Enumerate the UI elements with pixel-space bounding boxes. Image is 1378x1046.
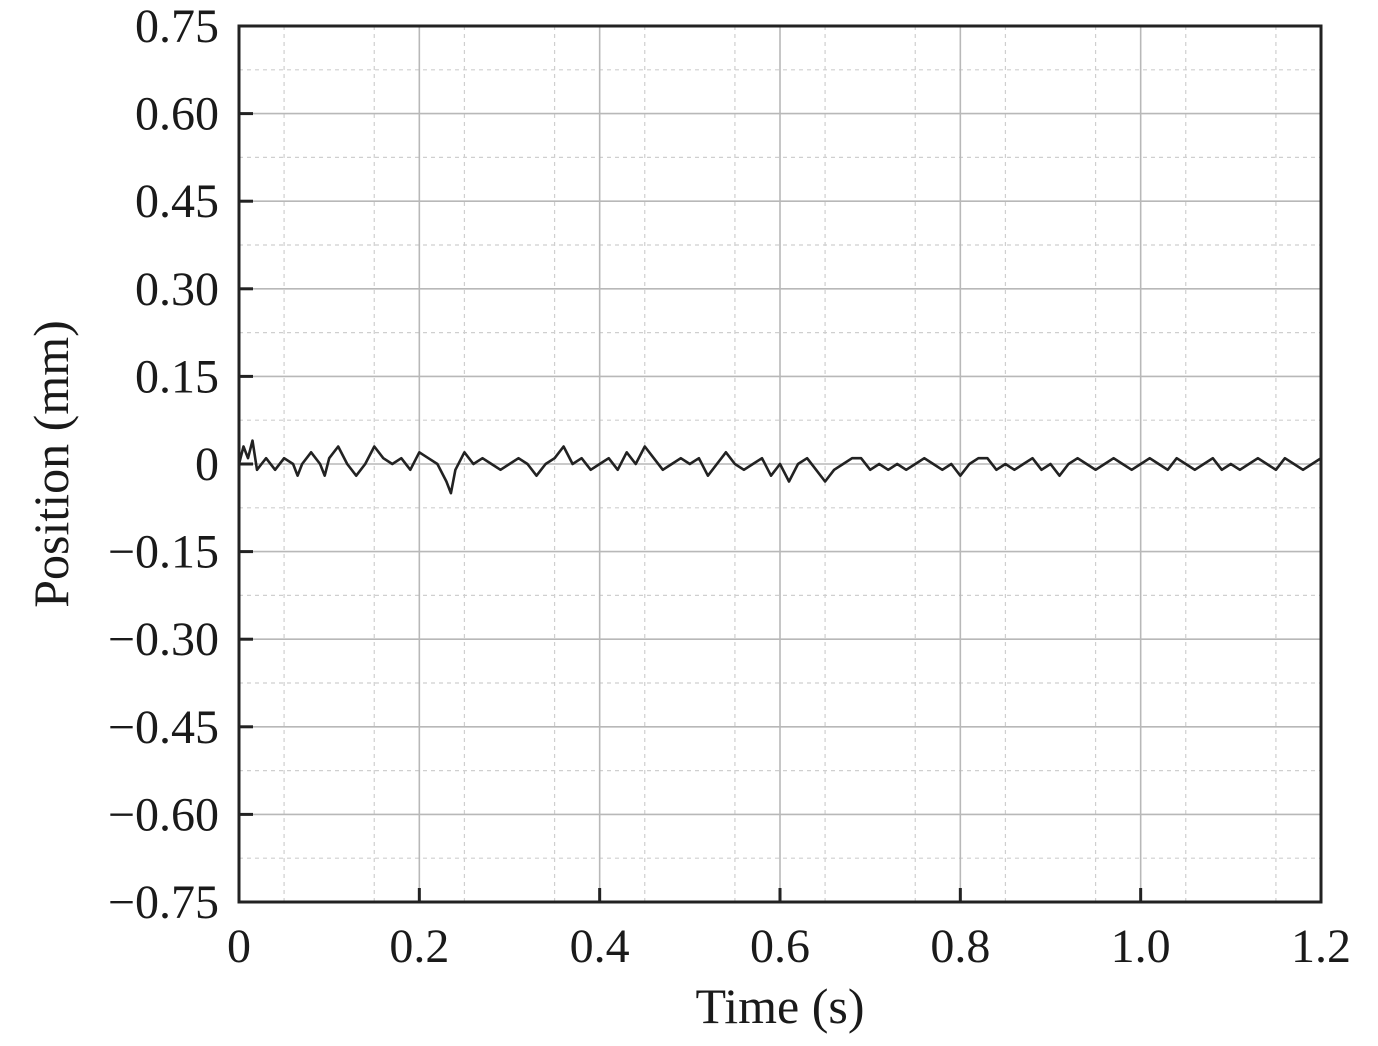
y-tick-label: −0.45 [108,701,219,754]
y-tick-label: −0.75 [108,876,219,929]
y-tick-label: 0.45 [135,175,219,228]
y-tick-label: −0.60 [108,788,219,841]
y-tick-label: 0 [195,438,219,491]
x-tick-label: 0.2 [389,920,449,973]
series-layer [237,439,1322,495]
y-tick-label: 0.15 [135,350,219,403]
x-axis-title: Time (s) [695,978,864,1034]
y-tick-label: −0.15 [108,526,219,579]
y-tick-label: 0.75 [135,0,219,53]
y-tick-label: −0.30 [108,613,219,666]
x-tick-label: 0.4 [570,920,630,973]
x-tick-label: 1.2 [1291,920,1351,973]
x-tick-label: 0 [227,920,251,973]
tick-labels: 0 0.2 0.4 0.6 0.8 1.0 1.2 0.75 0.60 0.45 0.30 0.15 0… [108,0,1351,973]
x-tick-label: 0.6 [750,920,810,973]
series-line [237,439,1322,495]
plot-frame [237,24,1323,904]
y-tick-label: 0.60 [135,88,219,141]
y-tick-label: 0.30 [135,263,219,316]
y-axis-title: Position (mm) [23,320,79,608]
x-tick-label: 0.8 [930,920,990,973]
x-tick-label: 1.0 [1111,920,1171,973]
